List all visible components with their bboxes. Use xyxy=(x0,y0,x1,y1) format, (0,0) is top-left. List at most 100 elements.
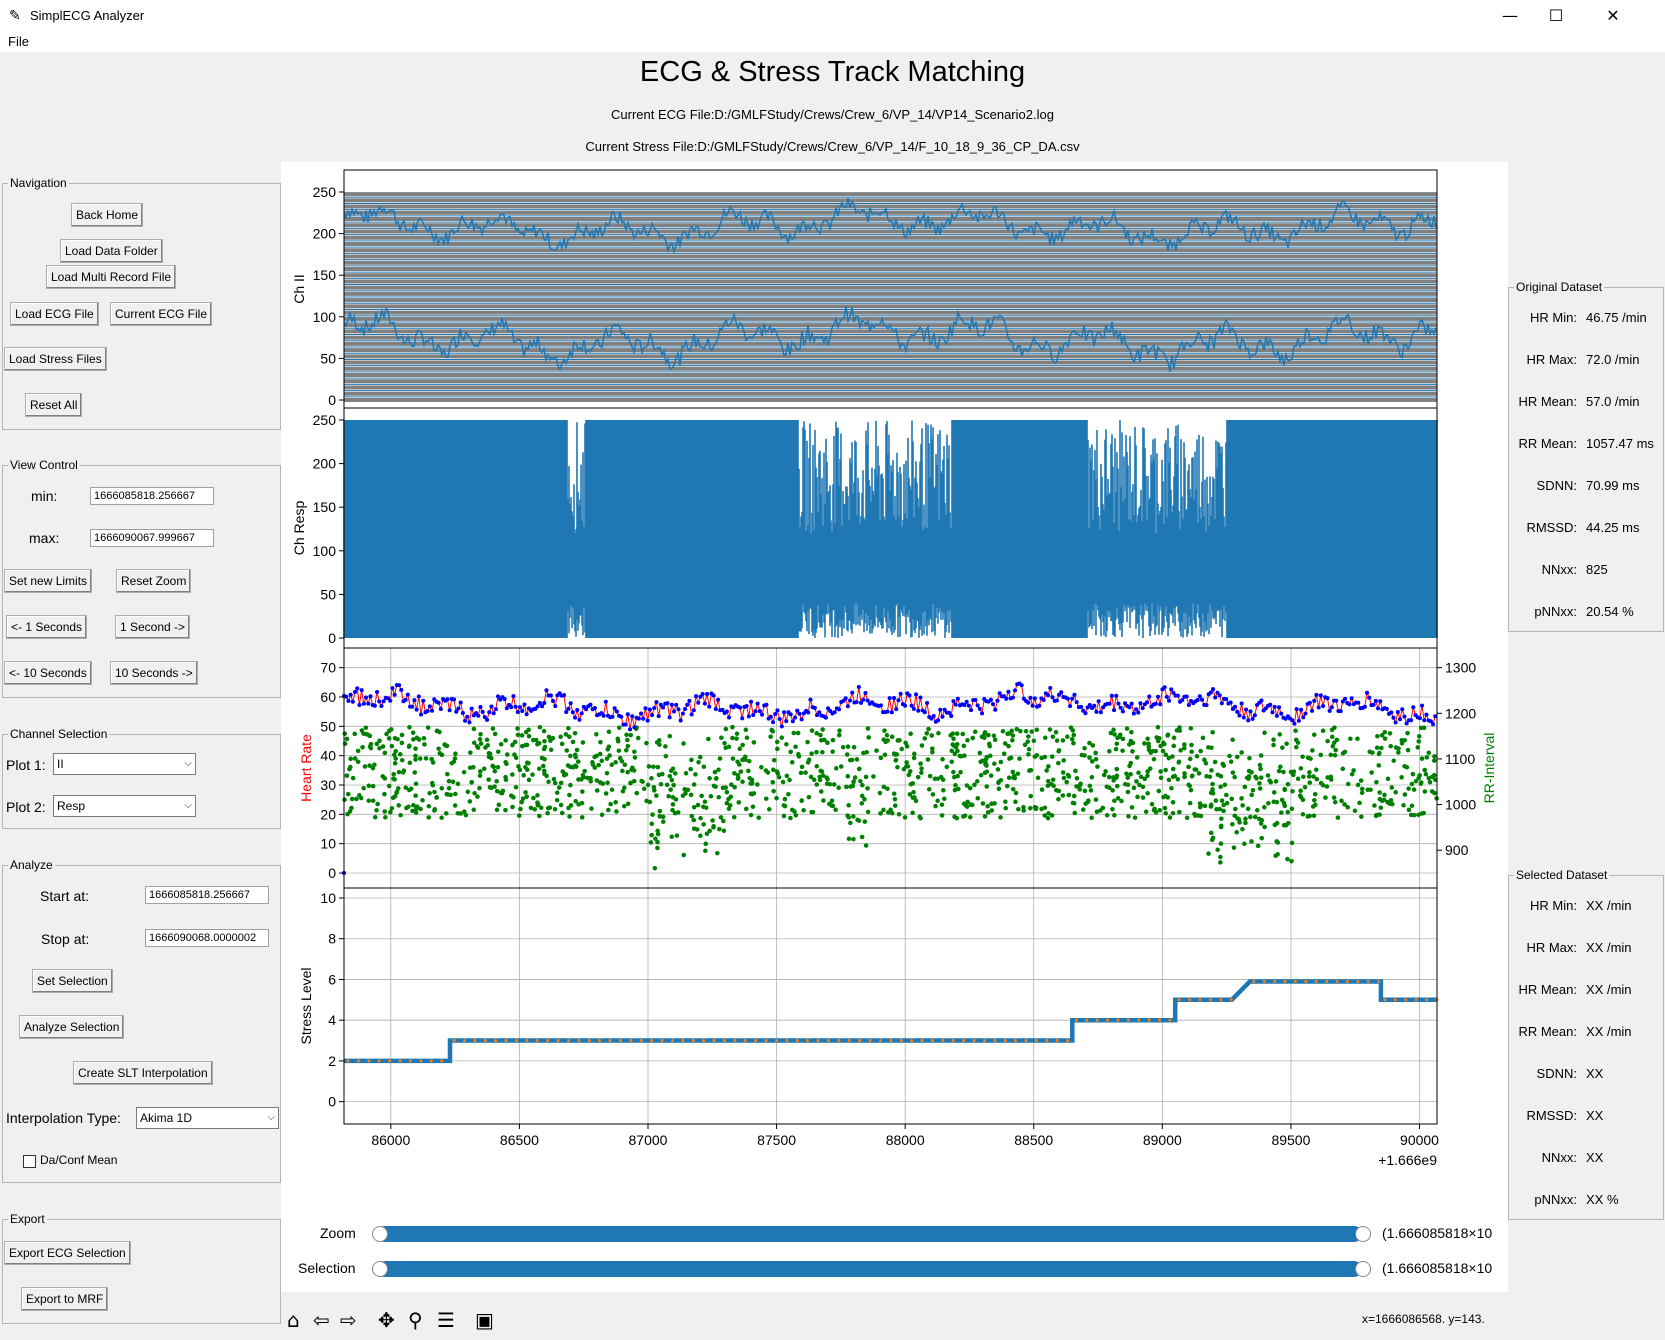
back-home-button[interactable]: Back Home xyxy=(71,203,144,227)
home-icon[interactable]: ⌂ xyxy=(287,1308,300,1332)
selection-slider-min-handle[interactable] xyxy=(372,1261,388,1277)
selection-slider-track[interactable] xyxy=(377,1261,1362,1277)
x-offset-label: +1.666e9 xyxy=(1378,1152,1437,1168)
reset-zoom-button[interactable]: Reset Zoom xyxy=(116,569,192,593)
max-input[interactable]: 1666090067.999667 xyxy=(90,529,214,547)
selected-stat-label-5: RMSSD: xyxy=(1526,1108,1577,1123)
rr-ytick-label: 1300 xyxy=(1445,660,1476,676)
zoom-slider-max-handle[interactable] xyxy=(1355,1226,1371,1242)
interpolation-type-select[interactable]: Akima 1D ⌵ xyxy=(136,1107,279,1129)
stress-xtick-label: 87000 xyxy=(629,1132,668,1148)
configure-subplots-icon[interactable]: ☰ xyxy=(437,1308,455,1332)
back-1-second-button[interactable]: <- 1 Seconds xyxy=(6,615,88,639)
stress-xtick-label: 86500 xyxy=(500,1132,539,1148)
minimize-button[interactable]: — xyxy=(1502,6,1518,25)
interpolation-type-value: Akima 1D xyxy=(140,1111,193,1125)
selected-stat-label-0: HR Min: xyxy=(1530,898,1577,913)
ch2-ytick-label: 250 xyxy=(313,184,337,200)
forward-arrow-icon[interactable]: ⇨ xyxy=(340,1308,357,1332)
zoom-slider-min-handle[interactable] xyxy=(372,1226,388,1242)
load-stress-files-button[interactable]: Load Stress Files xyxy=(4,347,107,371)
resp-ytick-label: 150 xyxy=(313,499,337,515)
ch2-ytick-label: 50 xyxy=(320,350,336,366)
hr-ytick-label: 20 xyxy=(320,806,336,822)
zoom-slider-value: (1.666085818×10 xyxy=(1382,1225,1493,1241)
pan-icon[interactable]: ✥ xyxy=(378,1308,395,1332)
original-stat-label-4: SDNN: xyxy=(1536,478,1577,493)
selection-slider-max-handle[interactable] xyxy=(1355,1261,1371,1277)
current-ecg-file-label: Current ECG File:D:/GMLFStudy/Crews/Crew… xyxy=(611,107,1054,122)
hr-ytick-label: 0 xyxy=(328,865,336,881)
selected-stat-value-5: XX xyxy=(1586,1108,1604,1123)
selected-stat-value-6: XX xyxy=(1586,1150,1604,1165)
selected-stat-value-1: XX /min xyxy=(1586,940,1632,955)
page-title: ECG & Stress Track Matching xyxy=(639,56,1026,88)
resp-ytick-label: 100 xyxy=(313,543,337,559)
original-stat-label-2: HR Mean: xyxy=(1518,394,1577,409)
load-data-folder-button[interactable]: Load Data Folder xyxy=(60,239,163,263)
selected-stat-value-2: XX /min xyxy=(1586,982,1632,997)
reset-all-button[interactable]: Reset All xyxy=(25,393,83,417)
forward-10-seconds-button[interactable]: 10 Seconds -> xyxy=(110,661,198,685)
stress-xtick-label: 88500 xyxy=(1014,1132,1053,1148)
set-new-limits-button[interactable]: Set new Limits xyxy=(4,569,93,593)
set-selection-button[interactable]: Set Selection xyxy=(32,969,113,993)
original-stat-label-7: pNNxx: xyxy=(1534,604,1577,619)
resp-ylabel: Ch Resp xyxy=(291,501,307,556)
stop-at-label: Stop at: xyxy=(41,931,90,947)
zoom-slider-label: Zoom xyxy=(320,1225,356,1241)
stress-ytick-label: 10 xyxy=(320,890,336,906)
resp-ytick-label: 250 xyxy=(313,412,337,428)
original-stat-value-1: 72.0 /min xyxy=(1586,352,1640,367)
plot1-select[interactable]: II ⌵ xyxy=(53,753,196,775)
back-arrow-icon[interactable]: ⇦ xyxy=(313,1308,330,1332)
channel-selection-frame: Channel Selection xyxy=(2,727,281,829)
resp-ytick-label: 200 xyxy=(313,456,337,472)
forward-1-second-button[interactable]: 1 Second -> xyxy=(115,615,191,639)
selection-slider-label: Selection xyxy=(298,1260,356,1276)
stress-xtick-label: 86000 xyxy=(371,1132,410,1148)
ch2-ytick-label: 0 xyxy=(328,392,336,408)
back-10-seconds-button[interactable]: <- 10 Seconds xyxy=(4,661,92,685)
rr-ytick-label: 1100 xyxy=(1445,751,1475,767)
selected-stat-value-0: XX /min xyxy=(1586,898,1632,913)
create-slt-interpolation-button[interactable]: Create SLT Interpolation xyxy=(73,1061,213,1085)
original-stat-label-6: NNxx: xyxy=(1541,562,1577,577)
plot1-value: II xyxy=(57,757,64,771)
chevron-down-icon: ⌵ xyxy=(267,1112,275,1123)
min-label: min: xyxy=(31,488,58,504)
start-at-input[interactable]: 1666085818.256667 xyxy=(145,886,269,904)
stop-at-input[interactable]: 1666090068.0000002 xyxy=(145,929,269,947)
view-control-legend: View Control xyxy=(10,458,78,472)
maximize-button[interactable]: ☐ xyxy=(1548,6,1564,25)
current-stress-file-label: Current Stress File:D:/GMLFStudy/Crews/C… xyxy=(585,139,1080,154)
zoom-slider-track[interactable] xyxy=(377,1226,1362,1242)
export-ecg-selection-button[interactable]: Export ECG Selection xyxy=(4,1241,131,1265)
rr-ytick-label: 900 xyxy=(1445,842,1469,858)
daconf-mean-checkbox[interactable] xyxy=(23,1155,36,1168)
menu-file[interactable]: File xyxy=(8,34,29,49)
load-ecg-file-button[interactable]: Load ECG File xyxy=(10,302,99,326)
selection-slider-value: (1.666085818×10 xyxy=(1382,1260,1493,1276)
close-button[interactable]: ✕ xyxy=(1606,6,1620,25)
original-stat-label-0: HR Min: xyxy=(1530,310,1577,325)
min-input[interactable]: 1666085818.256667 xyxy=(90,487,214,505)
save-icon[interactable]: ▣ xyxy=(475,1308,494,1332)
original-stat-label-5: RMSSD: xyxy=(1526,520,1577,535)
stress-axes-frame xyxy=(343,887,1438,1125)
window-title: SimplECG Analyzer xyxy=(30,8,145,23)
export-to-mrf-button[interactable]: Export to MRF xyxy=(21,1287,109,1311)
load-multi-record-button[interactable]: Load Multi Record File xyxy=(46,265,177,289)
hr-ylabel: Heart Rate xyxy=(298,734,314,802)
stress-ylabel: Stress Level xyxy=(298,967,314,1044)
stress-interpolation-points xyxy=(346,980,1439,1063)
analyze-selection-button[interactable]: Analyze Selection xyxy=(19,1015,125,1039)
stress-xtick-label: 89000 xyxy=(1143,1132,1182,1148)
selected-stat-label-1: HR Max: xyxy=(1526,940,1577,955)
zoom-magnifier-icon[interactable]: ⚲ xyxy=(408,1308,423,1332)
navigation-legend: Navigation xyxy=(10,176,67,190)
current-ecg-file-button[interactable]: Current ECG File xyxy=(110,302,213,326)
plot2-select[interactable]: Resp ⌵ xyxy=(53,795,196,817)
selected-dataset-legend: Selected Dataset xyxy=(1516,868,1608,882)
